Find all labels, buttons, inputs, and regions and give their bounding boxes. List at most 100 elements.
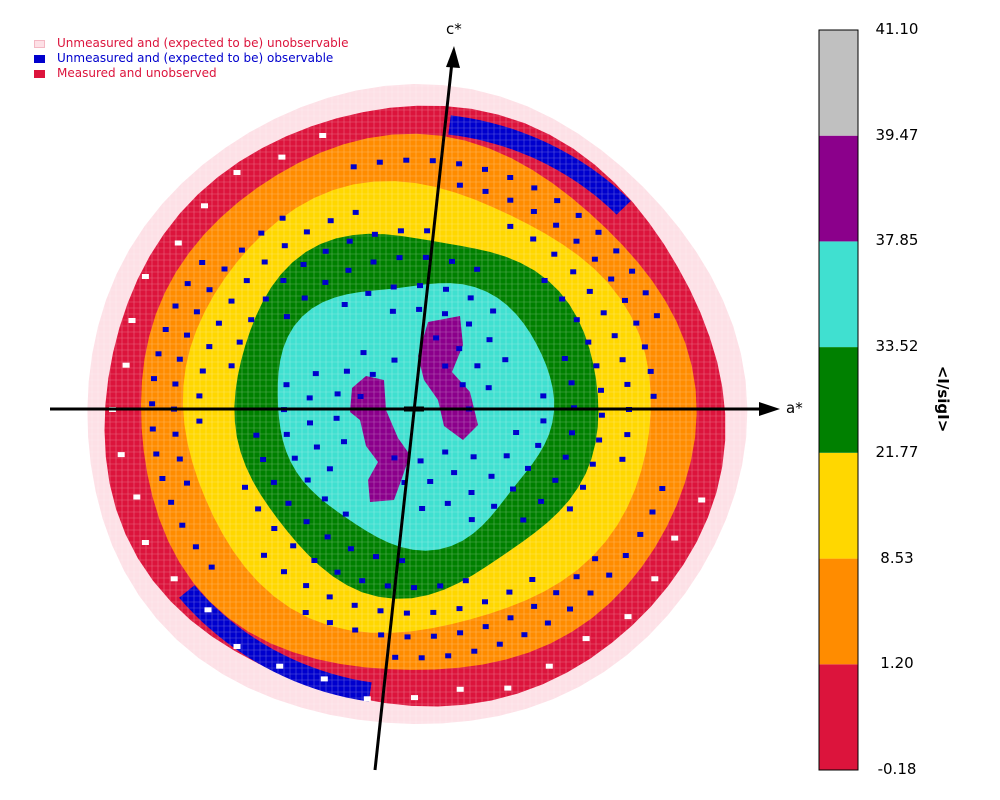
unobserved-point <box>133 494 141 500</box>
observable-point <box>482 166 488 172</box>
observable-point <box>389 308 396 314</box>
observable-point <box>429 158 436 164</box>
observable-point <box>403 610 410 616</box>
observable-point <box>155 351 162 357</box>
observable-point <box>624 432 631 438</box>
observable-point <box>566 506 573 512</box>
c-star-arrowhead <box>446 46 460 68</box>
observable-point <box>433 335 440 341</box>
unobserved-point <box>233 644 241 649</box>
observable-point <box>445 653 452 659</box>
observable-point <box>365 290 372 296</box>
observable-point <box>303 229 310 235</box>
observable-point <box>443 286 449 292</box>
observable-point <box>419 506 426 511</box>
observable-point <box>360 350 367 356</box>
observable-point <box>482 624 489 630</box>
observable-point <box>215 320 222 326</box>
colorbar-tick-label: 21.77 <box>875 442 919 461</box>
observable-point <box>593 363 600 369</box>
unobserved-point <box>122 362 130 368</box>
observable-point <box>302 610 309 615</box>
observable-point <box>606 572 613 578</box>
observable-point <box>377 608 384 614</box>
observable-point <box>397 228 404 234</box>
observable-point <box>444 500 451 506</box>
observable-point <box>531 603 538 609</box>
observable-point <box>270 479 277 485</box>
observable-point <box>633 320 640 326</box>
observable-point <box>307 420 313 426</box>
observable-point <box>595 229 602 235</box>
observable-point <box>596 437 603 443</box>
observable-point <box>228 363 235 369</box>
observable-point <box>341 439 347 445</box>
observable-point <box>587 590 594 596</box>
observable-point <box>451 470 458 476</box>
observable-point <box>589 461 596 467</box>
legend: Unmeasured and (expected to be) unobserv… <box>34 36 349 81</box>
observable-point <box>568 380 575 386</box>
observable-point <box>598 412 605 418</box>
observable-point <box>456 346 463 352</box>
colorbar-segment <box>819 558 858 665</box>
observable-point <box>192 544 199 550</box>
observable-point <box>486 337 493 343</box>
observable-point <box>502 357 509 363</box>
observable-point <box>371 231 378 237</box>
observable-point <box>345 267 352 273</box>
observable-point <box>258 230 265 236</box>
observable-point <box>507 223 514 229</box>
observable-point <box>540 418 547 424</box>
observable-point <box>559 296 566 302</box>
observable-point <box>600 310 607 316</box>
observable-point <box>417 458 424 464</box>
observable-point <box>619 357 626 363</box>
observable-point <box>422 254 429 260</box>
observable-point <box>538 498 545 504</box>
observable-point <box>580 484 586 490</box>
observable-point <box>411 585 417 591</box>
observable-point <box>281 569 287 575</box>
observable-point <box>352 627 359 633</box>
observable-point <box>376 159 383 165</box>
observable-point <box>301 295 308 301</box>
zone-turquoise <box>277 283 555 551</box>
observable-point <box>575 212 582 218</box>
c-star-axis-line <box>373 61 454 771</box>
observable-point <box>196 418 203 424</box>
colorbar-segment <box>819 241 858 348</box>
observable-point <box>482 188 489 194</box>
observable-point <box>261 552 267 558</box>
colorbar-frame <box>818 29 859 771</box>
observable-point <box>525 465 531 471</box>
observable-point <box>466 321 472 327</box>
observable-point <box>437 583 444 589</box>
observable-point <box>327 218 334 224</box>
observable-point <box>290 543 297 549</box>
observable-point <box>193 309 200 315</box>
observable-point <box>553 222 560 228</box>
observable-point <box>462 578 469 584</box>
observable-point <box>491 503 498 509</box>
observable-point <box>642 290 649 296</box>
observable-point <box>280 278 287 283</box>
observable-point <box>456 606 463 612</box>
observable-point <box>283 382 290 388</box>
observable-point <box>619 456 626 462</box>
observable-point <box>326 594 333 600</box>
observable-point <box>592 556 599 562</box>
observable-point <box>384 583 391 589</box>
observable-point <box>184 480 190 486</box>
unobserved-point <box>174 240 182 246</box>
observable-point <box>457 630 464 636</box>
observable-point <box>418 655 425 661</box>
a-star-label: a* <box>786 399 803 417</box>
unobserved-point <box>141 540 149 545</box>
observable-point <box>162 327 169 332</box>
observable-point <box>535 442 542 448</box>
legend-label-unobservable: Unmeasured and (expected to be) unobserv… <box>57 36 349 50</box>
colorbar-tick-label: 8.53 <box>880 548 914 567</box>
colorbar-segment <box>819 347 858 453</box>
